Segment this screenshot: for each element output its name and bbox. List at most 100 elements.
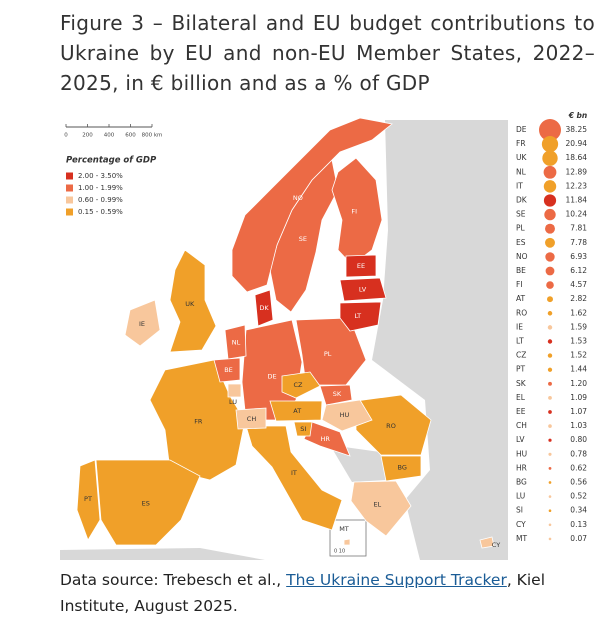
unit-label: € bn xyxy=(568,111,588,120)
list-code: HU xyxy=(516,449,527,458)
country-label: CY xyxy=(492,541,500,549)
non-eu-land xyxy=(372,120,510,560)
bubble xyxy=(547,325,553,330)
bubble xyxy=(547,296,553,303)
country xyxy=(254,289,274,327)
bubble xyxy=(545,237,555,248)
list-value: 7.78 xyxy=(570,238,587,247)
bubble xyxy=(543,194,557,207)
list-code: FI xyxy=(516,280,523,289)
bubble xyxy=(541,135,559,153)
list-value: 12.89 xyxy=(566,167,588,176)
country-label: LV xyxy=(359,285,367,293)
list-code: RO xyxy=(516,308,527,317)
list-value: 11.84 xyxy=(566,196,588,205)
country xyxy=(319,384,353,406)
list-value: 18.64 xyxy=(566,153,588,162)
country xyxy=(339,277,387,302)
list-code: EE xyxy=(516,407,526,416)
bubble xyxy=(542,150,558,166)
list-code: ES xyxy=(516,238,526,247)
list-value: 0.34 xyxy=(570,506,587,515)
list-value: 1.44 xyxy=(570,365,587,374)
country-label: AT xyxy=(293,407,301,415)
list-value: 20.94 xyxy=(566,139,588,148)
list-value: 2.82 xyxy=(570,294,587,303)
scale-label: 400 xyxy=(104,133,115,139)
legend-swatch xyxy=(66,208,73,216)
list-value: 0.62 xyxy=(570,463,587,472)
list-value: 0.78 xyxy=(570,449,587,458)
bubble xyxy=(548,452,552,456)
country-label: DE xyxy=(267,372,276,380)
list-value: 1.62 xyxy=(570,308,587,317)
list-code: BE xyxy=(516,266,526,275)
country-label: LU xyxy=(229,398,237,406)
list-value: 0.07 xyxy=(570,534,587,543)
list-code: PT xyxy=(516,365,526,374)
country xyxy=(355,394,432,456)
bubble xyxy=(545,266,555,276)
list-value: 0.13 xyxy=(570,520,587,529)
country xyxy=(345,254,377,278)
list-value: 1.53 xyxy=(570,337,587,346)
bubble xyxy=(548,523,552,527)
country xyxy=(169,249,217,353)
legend-title: Percentage of GDP xyxy=(66,156,157,166)
country xyxy=(293,421,313,437)
country xyxy=(343,538,351,546)
bubble xyxy=(547,311,553,316)
scale-label: 0 xyxy=(64,133,68,139)
list-value: 10.24 xyxy=(566,210,588,219)
country-label: MT xyxy=(339,525,349,533)
country xyxy=(380,455,422,482)
list-code: EL xyxy=(516,393,526,402)
list-code: SI xyxy=(516,506,523,515)
country xyxy=(95,459,201,546)
country-label: CZ xyxy=(294,381,304,389)
country xyxy=(281,371,321,399)
country-label: EE xyxy=(357,262,365,270)
list-code: FR xyxy=(516,139,526,148)
source-link[interactable]: The Ukraine Support Tracker xyxy=(286,571,507,589)
country-label: BE xyxy=(224,366,233,374)
country-label: CH xyxy=(247,415,257,423)
country-label: SI xyxy=(300,425,306,433)
country xyxy=(231,117,393,293)
bubble xyxy=(545,223,555,234)
bubble xyxy=(544,208,556,221)
bubble xyxy=(543,180,557,193)
bubble xyxy=(545,252,555,262)
scale-label: 800 km xyxy=(142,133,163,139)
list-code: HR xyxy=(516,463,527,472)
country-label: RO xyxy=(386,422,396,430)
country xyxy=(269,400,323,422)
country xyxy=(227,383,242,398)
country xyxy=(350,480,412,537)
list-value: 1.07 xyxy=(570,407,587,416)
country-label: EL xyxy=(373,501,381,509)
country xyxy=(339,301,382,332)
bubble xyxy=(548,438,552,442)
list-value: 1.03 xyxy=(570,421,587,430)
list-value: 4.57 xyxy=(570,280,587,289)
country-label: ES xyxy=(142,500,150,508)
list-value: 6.93 xyxy=(570,252,587,261)
legend-label: 2.00 - 3.50% xyxy=(78,172,123,180)
country-label: HR xyxy=(320,435,330,443)
country-label: FI xyxy=(351,208,357,216)
country-label: UK xyxy=(185,300,195,308)
list-code: IE xyxy=(516,322,523,331)
country xyxy=(213,357,241,383)
list-code: DE xyxy=(516,125,527,134)
list-code: CH xyxy=(516,421,527,430)
country-label: DK xyxy=(259,304,269,312)
list-value: 7.81 xyxy=(570,224,587,233)
country xyxy=(479,536,495,549)
list-value: 6.12 xyxy=(570,266,587,275)
country xyxy=(235,407,267,430)
list-code: NO xyxy=(516,252,528,261)
legend-label: 0.60 - 0.99% xyxy=(78,196,123,204)
country-label: PL xyxy=(324,350,332,358)
